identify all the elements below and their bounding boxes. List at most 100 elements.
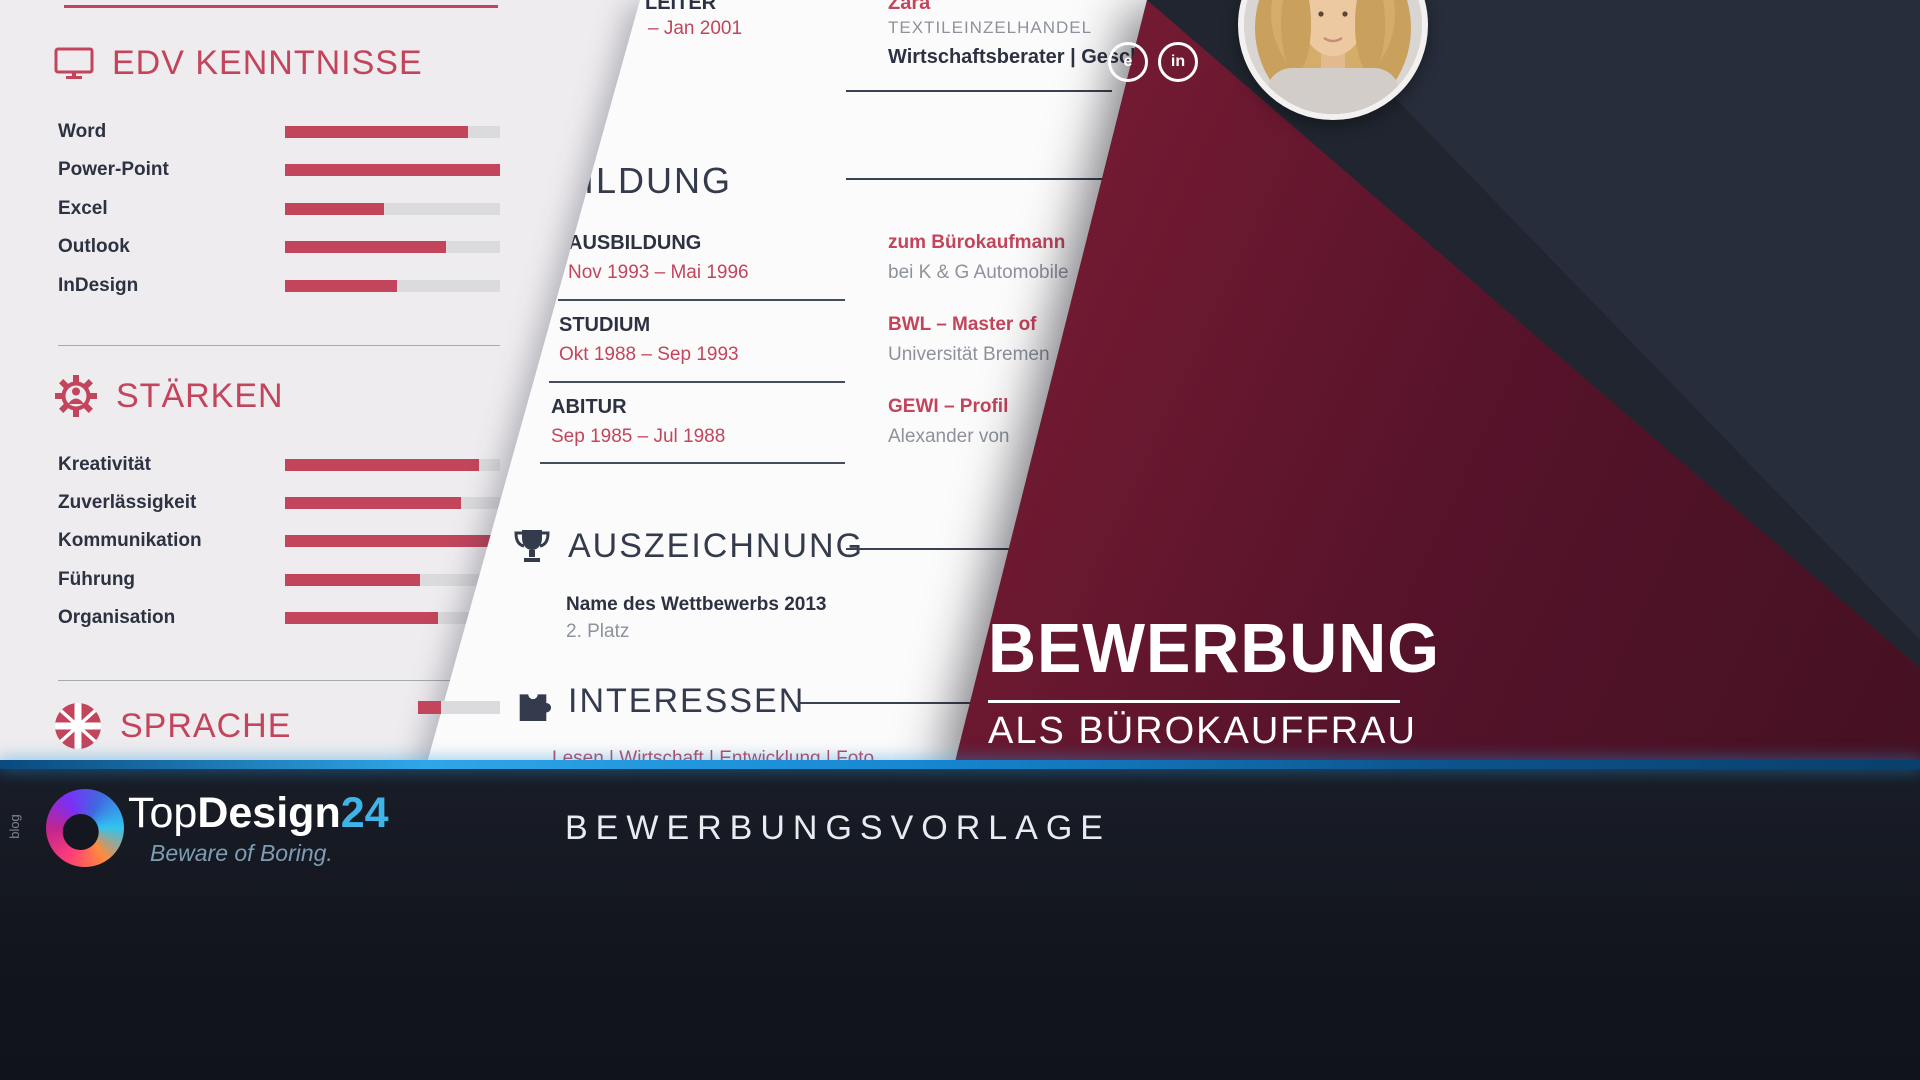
skill-row: InDesign [58, 274, 500, 298]
brand-wordmark: TopDesign24 [128, 789, 389, 838]
skill-bar-fill [418, 701, 441, 714]
skill-bar [285, 535, 500, 547]
education-entry-degree: GEWI – Profil [888, 396, 1009, 417]
skill-bar-fill [285, 574, 421, 586]
experience-role: Wirtschaftsberater | Geschäfts [888, 46, 1178, 68]
brand-prefix: Top [128, 789, 198, 837]
skill-row: Zuverlässigkeit [58, 491, 500, 515]
interests-section-heading: INTERESSEN [514, 682, 805, 721]
skill-bar-fill [285, 280, 397, 292]
skill-bar [285, 574, 500, 586]
skill-bar [285, 203, 500, 215]
experience-period: – Jan 2001 [648, 18, 743, 39]
brand-mid: Design [197, 789, 341, 837]
topdesign24-logo-icon [38, 781, 132, 875]
skill-label: Outlook [58, 236, 130, 257]
education-entry-period: Nov 1993 – Mai 1996 [568, 262, 749, 283]
education-entry-degree: BWL – Master of [888, 314, 1037, 335]
skill-label: Kreativität [58, 454, 151, 475]
sprache-section-heading: SPRACHE [54, 702, 291, 750]
skill-row: Organisation [58, 606, 500, 630]
header-rule [800, 702, 1000, 704]
skill-bar-fill [285, 459, 479, 471]
skill-bar-fill [285, 535, 492, 547]
skill-label: Kommunikation [58, 530, 202, 551]
staerken-section-heading: STÄRKEN [54, 374, 284, 418]
skill-bar-fill [285, 164, 500, 176]
education-entry-degree: zum Bürokaufmann [888, 232, 1066, 253]
education-entry-label: STUDIUM [559, 314, 651, 336]
skill-label: Organisation [58, 607, 176, 628]
education-entry-label: AUSBILDUNG [568, 232, 702, 254]
education-entry-institution: Universität Bremen [888, 344, 1050, 365]
entry-rule [540, 462, 845, 464]
header-rule [846, 548, 1012, 550]
entry-rule [549, 381, 845, 383]
skill-row: Kreativität [58, 453, 500, 477]
section-title: INTERESSEN [568, 682, 806, 720]
social-e-icon[interactable]: e [1108, 42, 1148, 82]
education-entry-institution: bei K & G Automobile [888, 262, 1069, 283]
cover-subtitle: ALS BÜROKAUFFRAU [988, 710, 1417, 752]
education-entry-period: Okt 1988 – Sep 1993 [559, 344, 739, 365]
section-title: STÄRKEN [116, 376, 284, 415]
skill-bar [285, 126, 500, 138]
skill-row: Excel [58, 197, 500, 221]
award-section-heading: AUSZEICHNUNG [512, 526, 864, 566]
brand-tagline: Beware of Boring. [150, 840, 333, 866]
edv-section-heading: EDV KENNTNISSE [54, 44, 423, 83]
cover-title-rule [988, 700, 1400, 703]
education-entry-period: Sep 1985 – Jul 1988 [551, 426, 726, 447]
skill-bar [285, 612, 500, 624]
skill-bar [285, 241, 500, 253]
experience-industry: TEXTILEINZELHANDEL [888, 18, 1093, 37]
brand-number: 24 [340, 789, 389, 837]
skill-label: Führung [58, 569, 136, 590]
social-icons: e in [1108, 42, 1198, 82]
brand-footer: blog TopDesign24 Beware of Boring. BEWER… [0, 760, 1920, 1080]
experience-company: Zara [888, 0, 931, 14]
section-title: AUSZEICHNUNG [568, 526, 865, 565]
linkedin-icon[interactable]: in [1158, 42, 1198, 82]
skill-label: Zuverlässigkeit [58, 492, 197, 513]
gear-icon [54, 374, 98, 418]
header-rule [846, 178, 1106, 180]
education-entry-label: ABITUR [551, 396, 627, 418]
skill-row: Kommunikation [58, 529, 500, 553]
skill-label: Word [58, 121, 107, 142]
skill-label: Excel [58, 198, 108, 219]
section-divider [58, 680, 500, 681]
section-divider [58, 345, 500, 346]
education-entry-institution: Alexander von [888, 426, 1010, 447]
skill-bar [285, 497, 500, 509]
puzzle-icon [514, 683, 552, 721]
footer-title: BEWERBUNGSVORLAGE [565, 809, 1111, 847]
language-skill-bar-partial [418, 701, 500, 714]
skill-bar [285, 164, 500, 176]
profile-photo [1238, 0, 1428, 120]
award-rank: 2. Platz [566, 621, 630, 642]
skill-bar-fill [285, 241, 447, 253]
experience-title-fragment: LEITER [645, 0, 717, 14]
uk-flag-icon [54, 702, 102, 750]
entry-rule [558, 299, 845, 301]
blog-label: blog [6, 814, 22, 839]
skill-bar [285, 280, 500, 292]
section-title: EDV KENNTNISSE [112, 44, 423, 82]
skill-row: Word [58, 120, 500, 144]
skill-label: InDesign [58, 275, 139, 296]
skill-bar-fill [285, 497, 462, 509]
header-rule [846, 90, 1112, 92]
skill-bar [285, 459, 500, 471]
award-name: Name des Wettbewerbs 2013 [566, 594, 827, 615]
monitor-icon [54, 46, 94, 82]
skill-row: Outlook [58, 235, 500, 259]
trophy-icon [512, 526, 552, 566]
skill-bar-fill [285, 203, 384, 215]
skill-bar-fill [285, 126, 468, 138]
skill-bar-fill [285, 612, 438, 624]
section-title: SPRACHE [120, 706, 292, 745]
section-divider-red [64, 5, 498, 8]
